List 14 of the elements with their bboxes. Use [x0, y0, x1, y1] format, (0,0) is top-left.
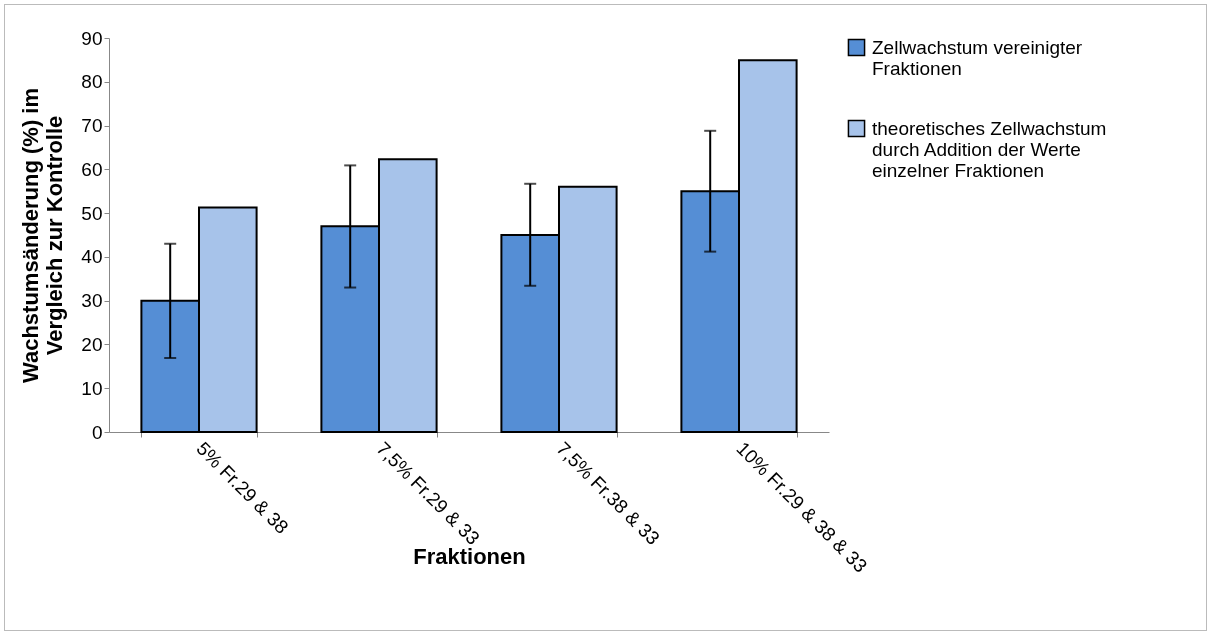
y-tick-label: 90	[81, 27, 103, 49]
y-tick-label: 70	[81, 115, 103, 137]
y-tick-label: 10	[81, 377, 103, 399]
y-tick-label: 50	[81, 202, 103, 224]
y-tick-label: 60	[81, 158, 103, 180]
x-axis-title: Fraktionen	[413, 543, 526, 569]
legend-label: theoretisches Zellwachstum durch Addition der Werte einzelner Fraktionen	[872, 117, 1107, 181]
legend-label: Zellwachstum vereinigter Fraktionen	[872, 36, 1083, 79]
y-tick-label: 40	[81, 246, 103, 268]
y-tick-label: 20	[81, 333, 103, 355]
y-tick-label: 0	[91, 421, 103, 443]
y-tick-label: 30	[81, 290, 103, 312]
y-axis-title: Wachstumsänderung (%) im Vergleich zur Kontrolle	[18, 88, 68, 383]
y-tick-label: 80	[81, 71, 103, 93]
